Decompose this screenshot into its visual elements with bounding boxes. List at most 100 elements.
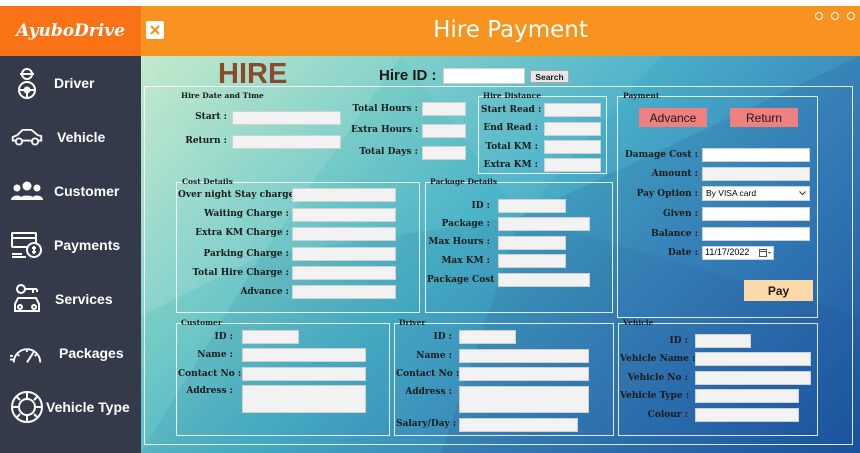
sidebar-item-label: Services <box>55 291 113 307</box>
max-km-label: Max KM : <box>441 256 490 266</box>
driver-address-field[interactable] <box>459 386 589 413</box>
extra-hours-field[interactable] <box>422 124 466 138</box>
extra-km-charge-field[interactable] <box>292 227 396 241</box>
vehicle-id-field[interactable] <box>695 334 751 348</box>
total-hours-field[interactable] <box>422 102 466 116</box>
advance-label: Advance : <box>240 287 289 297</box>
package-id-label: ID : <box>471 201 490 211</box>
extra-km-field[interactable] <box>544 158 601 172</box>
advance-field[interactable] <box>292 285 396 299</box>
customer-name-field[interactable] <box>242 348 366 362</box>
driver-id-field[interactable] <box>459 330 516 344</box>
vehicle-no-field[interactable] <box>695 371 811 385</box>
pay-option-value: By VISA card <box>706 188 757 198</box>
extra-km-charge-label: Extra KM Charge : <box>195 228 289 238</box>
vehicle-name-field[interactable] <box>695 352 811 366</box>
package-details-title: Package Details <box>430 177 498 186</box>
car-icon <box>10 120 44 154</box>
close-button[interactable] <box>146 21 164 39</box>
hire-distance-section <box>478 96 607 174</box>
vehicle-colour-field[interactable] <box>695 408 799 422</box>
sidebar-item-vehicle[interactable]: Vehicle <box>0 110 141 164</box>
end-read-field[interactable] <box>544 122 601 136</box>
hire-date-title: Hire Date and Time <box>181 91 264 100</box>
speedometer-icon <box>10 336 44 370</box>
damage-cost-input[interactable] <box>702 148 810 162</box>
vehicle-type-field[interactable] <box>695 389 799 403</box>
waiting-field[interactable] <box>292 208 396 222</box>
parking-field[interactable] <box>292 247 396 261</box>
logo-text: AyuboDrive <box>16 21 125 41</box>
max-km-field[interactable] <box>498 254 566 268</box>
window-dot-icon[interactable] <box>815 12 823 20</box>
date-picker[interactable]: 11/17/2022 <box>702 246 774 260</box>
return-button[interactable]: Return <box>730 108 798 127</box>
sidebar-item-customer[interactable]: Customer <box>0 164 141 218</box>
sidebar-item-label: Vehicle Type <box>46 399 130 415</box>
total-days-field[interactable] <box>422 146 466 160</box>
driver-icon <box>10 66 44 100</box>
total-km-field[interactable] <box>544 140 601 154</box>
total-km-label: Total KM : <box>485 142 538 152</box>
chevron-down-icon <box>799 191 806 196</box>
driver-title: Driver <box>399 318 426 327</box>
given-label: Given : <box>662 209 698 219</box>
package-cost-label: Package Cost : <box>427 275 501 285</box>
window-dot-icon[interactable] <box>831 12 839 20</box>
payment-section <box>617 96 818 318</box>
driver-contact-label: Contact No : <box>396 369 460 379</box>
hire-distance-title: Hire Distance <box>483 91 541 100</box>
customer-id-field[interactable] <box>242 330 299 344</box>
balance-input[interactable] <box>702 227 810 241</box>
package-cost-field[interactable] <box>498 273 590 287</box>
customer-id-label: ID : <box>214 332 233 342</box>
overnight-field[interactable] <box>292 188 396 202</box>
page-title: Hire Payment <box>433 17 588 43</box>
salary-field[interactable] <box>459 418 578 432</box>
return-date-field[interactable] <box>232 135 341 149</box>
total-days-label: Total Days : <box>359 147 418 157</box>
pay-option-select[interactable]: By VISA card <box>702 186 810 201</box>
vehicle-type-label: Vehicle Type : <box>620 391 690 401</box>
max-hours-field[interactable] <box>498 236 566 250</box>
window-dot-icon[interactable] <box>847 12 855 20</box>
hire-id-input[interactable] <box>443 68 525 84</box>
package-id-field[interactable] <box>498 199 566 213</box>
driver-id-label: ID : <box>433 332 452 342</box>
extra-km-label: Extra KM : <box>483 160 538 170</box>
customer-address-field[interactable] <box>242 385 366 413</box>
max-hours-label: Max Hours : <box>428 237 490 247</box>
sidebar-item-packages[interactable]: Packages <box>0 326 141 380</box>
total-hire-field[interactable] <box>292 266 396 280</box>
package-details-section <box>425 182 613 313</box>
sidebar-item-vehicle-type[interactable]: Vehicle Type <box>0 380 141 434</box>
package-field[interactable] <box>498 217 590 231</box>
search-button[interactable]: Search <box>530 70 569 83</box>
vehicle-title: Vehicle <box>623 318 654 327</box>
start-read-field[interactable] <box>544 103 601 117</box>
pay-button[interactable]: Pay <box>744 280 813 301</box>
sidebar-item-payments[interactable]: Payments <box>0 218 141 272</box>
customer-section <box>176 323 390 436</box>
given-input[interactable] <box>702 207 810 221</box>
vehicle-id-label: ID : <box>669 336 688 346</box>
balance-label: Balance : <box>651 229 698 239</box>
driver-name-label: Name : <box>416 351 452 361</box>
start-date-field[interactable] <box>232 111 341 125</box>
calendar-icon <box>759 249 771 257</box>
extra-hours-label: Extra Hours : <box>351 125 419 135</box>
total-hours-label: Total Hours : <box>352 104 418 114</box>
damage-cost-label: Damage Cost : <box>625 150 698 160</box>
customer-address-label: Address : <box>186 386 233 396</box>
customer-contact-field[interactable] <box>242 367 366 381</box>
amount-field[interactable] <box>702 167 810 181</box>
date-value: 11/17/2022 <box>705 247 750 257</box>
sidebar-item-services[interactable]: Services <box>0 272 141 326</box>
sidebar-item-label: Driver <box>54 75 95 91</box>
advance-button[interactable]: Advance <box>639 108 707 127</box>
sidebar-item-label: Vehicle <box>57 129 106 145</box>
sidebar-item-driver[interactable]: Driver <box>0 56 141 110</box>
driver-name-field[interactable] <box>459 349 589 363</box>
parking-label: Parking Charge : <box>203 249 289 259</box>
driver-contact-field[interactable] <box>459 367 589 381</box>
